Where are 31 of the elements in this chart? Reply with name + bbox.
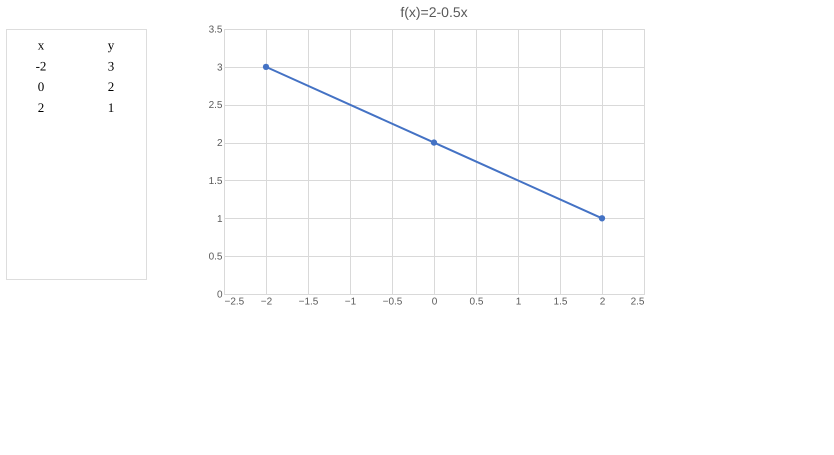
y-tick-label: 3: [216, 62, 223, 74]
point: [262, 64, 270, 70]
x-tick-label: 2: [600, 296, 606, 308]
point: [430, 139, 438, 146]
text: y: [108, 37, 115, 52]
y-tick-label: 1.5: [208, 176, 223, 187]
text: 1: [108, 100, 114, 115]
x-tick-label: 1: [516, 296, 522, 308]
y-tick-label: 1: [216, 214, 223, 225]
text: 2: [38, 100, 44, 115]
y-tick-label: 3.5: [208, 24, 223, 36]
x-tick-label: 2.5: [630, 296, 645, 308]
text: 2: [108, 79, 114, 94]
x-tick-label: −1: [344, 296, 357, 308]
y-tick-label: 0: [216, 290, 223, 300]
x-tick-label: −0.5: [382, 296, 403, 308]
x-tick-label: 0: [432, 296, 438, 308]
chart-title: f(x)=2-0.5x: [400, 4, 468, 20]
text: 3: [108, 58, 114, 74]
text: -2: [36, 58, 46, 74]
x-tick-label: −2: [260, 296, 273, 308]
x-tick-label: −1.5: [298, 296, 319, 308]
text: 0: [38, 79, 44, 94]
x-tick-label: −2.5: [224, 296, 245, 308]
point: [598, 215, 606, 222]
x-tick-label: 1.5: [554, 296, 568, 308]
y-tick-label: 0.5: [208, 252, 223, 263]
y-tick-label: 2.5: [208, 100, 223, 112]
text: x: [38, 37, 45, 52]
y-tick-label: 2: [216, 138, 223, 150]
x-tick-label: 0.5: [470, 296, 484, 308]
